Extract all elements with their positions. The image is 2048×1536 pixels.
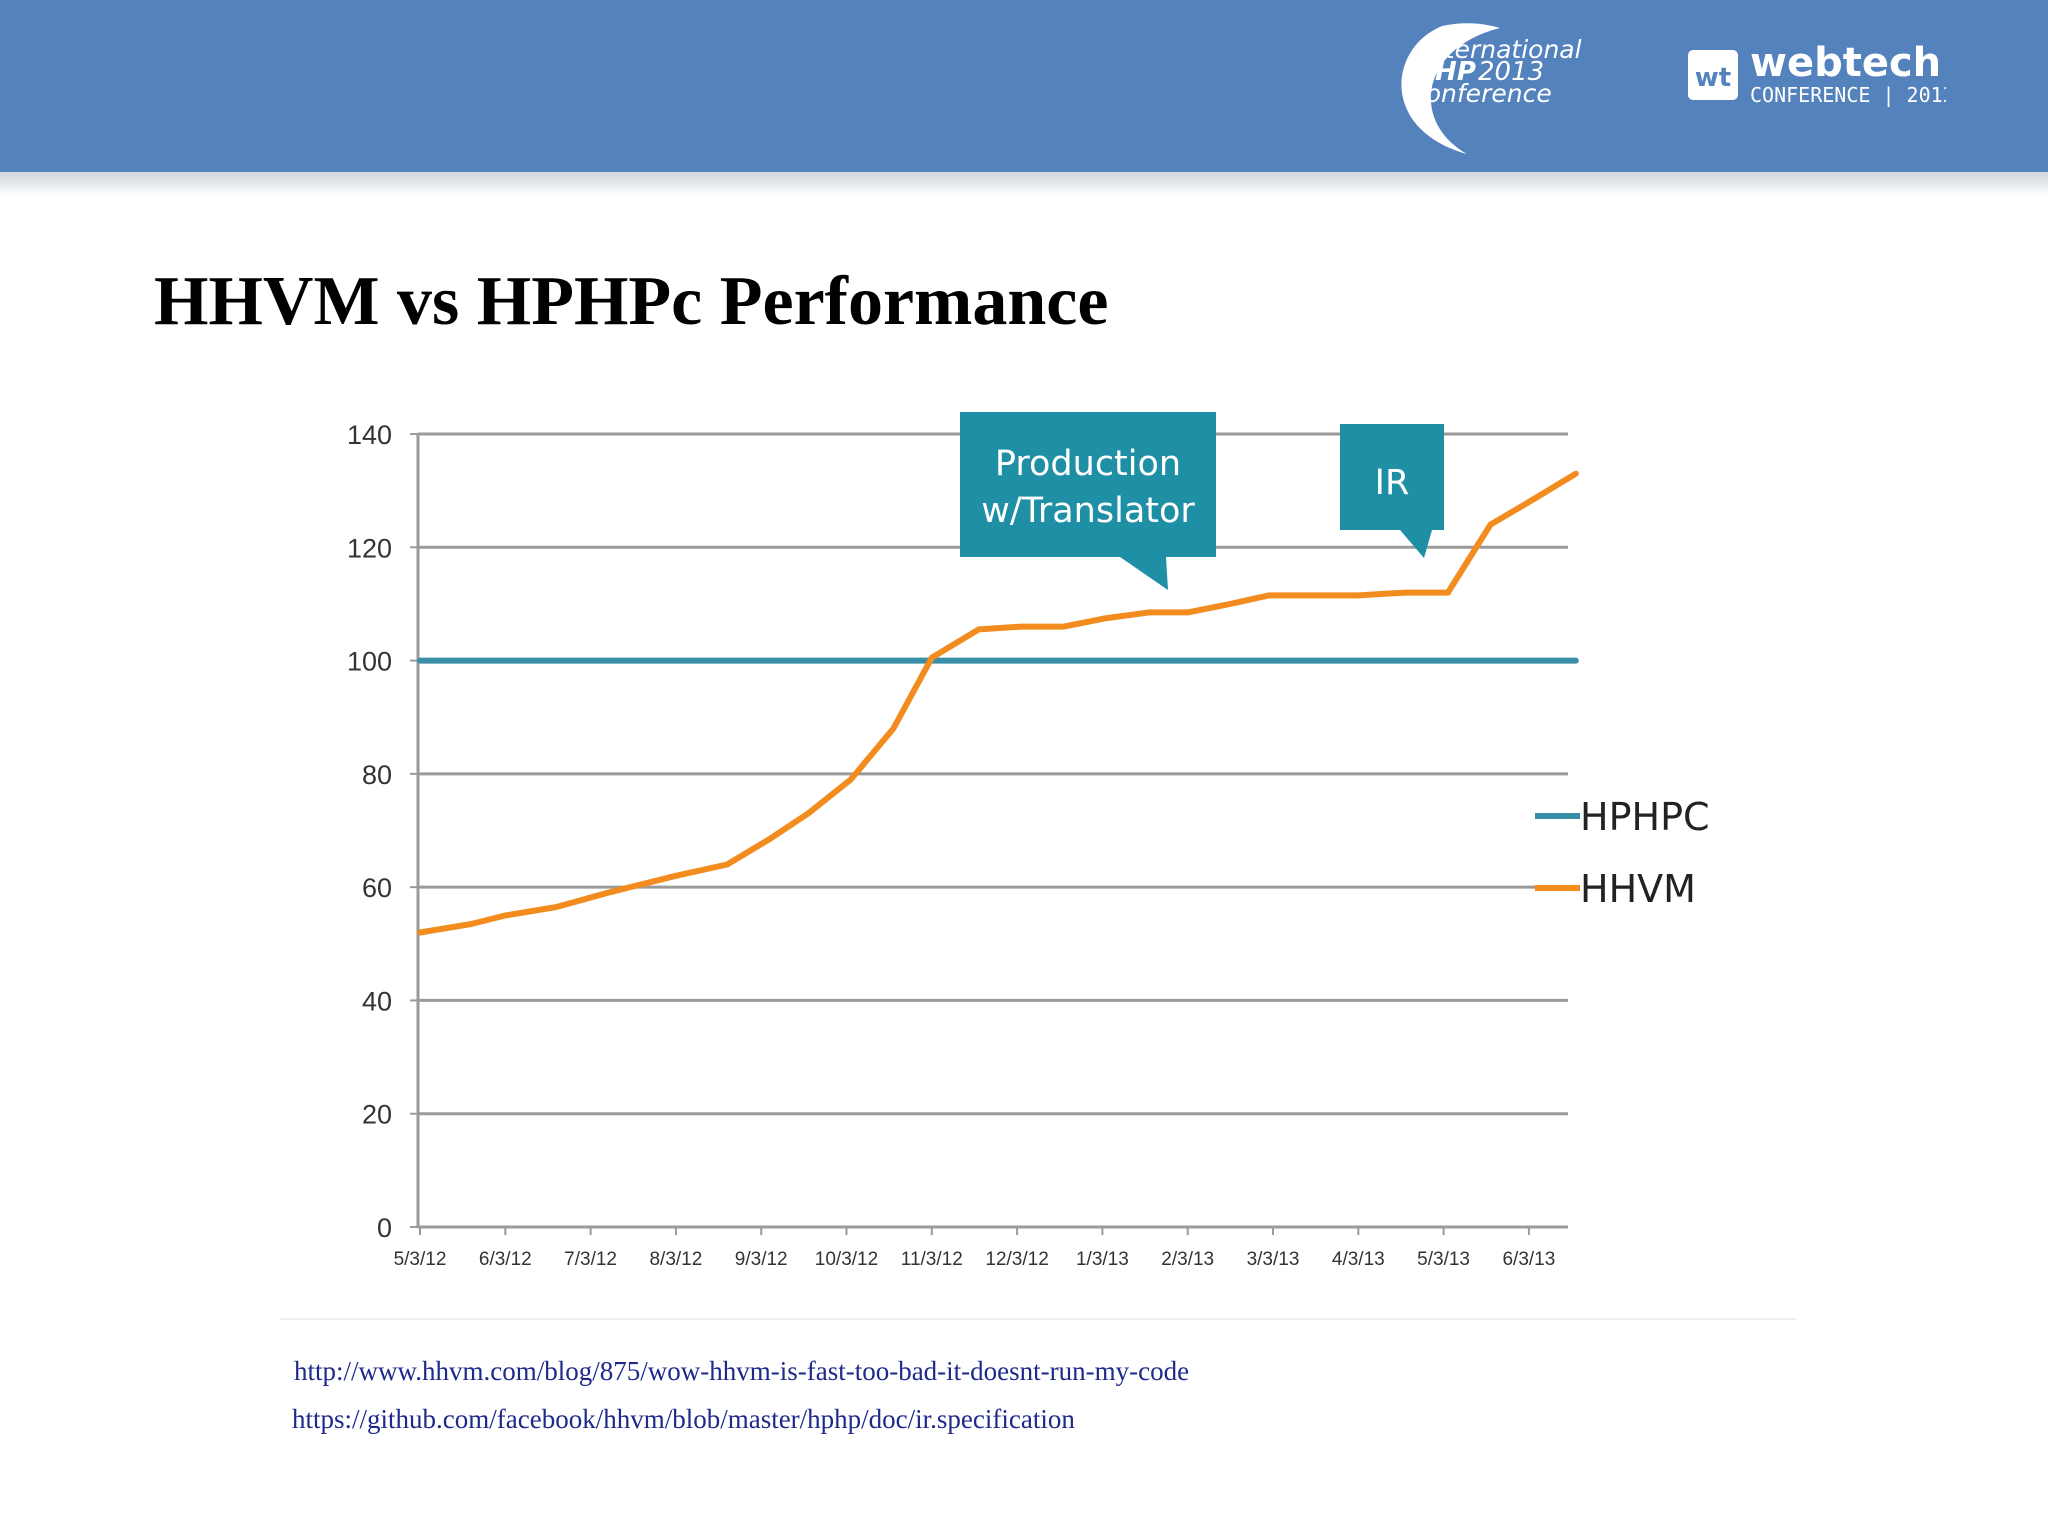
y-tick-label: 120 (347, 533, 392, 563)
x-tick-label: 1/3/13 (1076, 1249, 1129, 1270)
y-tick-label: 20 (362, 1100, 392, 1130)
slide-title: HHVM vs HPHPc Performance (154, 263, 1109, 340)
x-tick-label: 4/3/13 (1332, 1249, 1385, 1270)
webtech-name: webtech (1750, 40, 1941, 86)
header-banner: international PHP 2013 conference wt web… (0, 0, 2048, 172)
y-tick-label: 60 (362, 873, 392, 903)
x-tick-label: 11/3/12 (901, 1249, 963, 1270)
logo-php-year: 2013 (1478, 57, 1544, 87)
webtech-mark: wt (1695, 63, 1731, 93)
x-tick-label: 8/3/12 (649, 1249, 702, 1270)
legend-label: HHVM (1580, 867, 1696, 911)
webtech-logo: wt webtech CONFERENCE | 2013 (1688, 40, 1946, 107)
webtech-mark-box (1688, 50, 1738, 100)
callout-text: w/Translator (981, 491, 1195, 531)
logo-php-line1: international (1422, 35, 1582, 64)
callout-box-ir (1340, 424, 1444, 530)
callout-box-production (960, 412, 1216, 557)
x-tick-label: 6/3/13 (1502, 1249, 1555, 1270)
callout-pointer-ir (1400, 530, 1432, 558)
y-tick-label: 100 (347, 647, 392, 677)
webtech-subtitle: CONFERENCE | 2013 (1750, 83, 1946, 107)
y-tick-label: 80 (362, 760, 392, 790)
divider-line (280, 1318, 1796, 1320)
x-tick-label: 2/3/13 (1161, 1249, 1214, 1270)
y-tick-label: 140 (347, 420, 392, 450)
series-line-hhvm (417, 470, 1579, 936)
php-conference-logo: international PHP 2013 conference (1401, 23, 1582, 154)
reference-link-blog[interactable]: http://www.hhvm.com/blog/875/wow-hhvm-is… (294, 1356, 1190, 1386)
x-tick-label: 9/3/12 (735, 1249, 788, 1270)
x-tick-label: 5/3/13 (1417, 1249, 1470, 1270)
callout-pointer-production (1120, 557, 1168, 590)
header-shadow (0, 172, 2048, 196)
callout-text: Production (995, 444, 1181, 484)
callout-text: IR (1375, 463, 1410, 503)
x-tick-label: 12/3/12 (985, 1249, 1048, 1270)
y-tick-label: 40 (362, 986, 392, 1016)
x-tick-label: 6/3/12 (479, 1249, 532, 1270)
x-tick-label: 3/3/13 (1247, 1249, 1300, 1270)
x-tick-label: 10/3/12 (815, 1249, 878, 1270)
y-tick-label: 0 (377, 1213, 392, 1243)
reference-links: http://www.hhvm.com/blog/875/wow-hhvm-is… (292, 1356, 1190, 1452)
legend-label: HPHPC (1580, 795, 1710, 839)
x-tick-label: 5/3/12 (394, 1249, 447, 1270)
logo-php-line3: conference (1412, 79, 1552, 108)
x-tick-label: 7/3/12 (564, 1249, 617, 1270)
logo-php-line2-bold: PHP (1416, 57, 1476, 87)
reference-link-github[interactable]: https://github.com/facebook/hhvm/blob/ma… (292, 1404, 1075, 1434)
